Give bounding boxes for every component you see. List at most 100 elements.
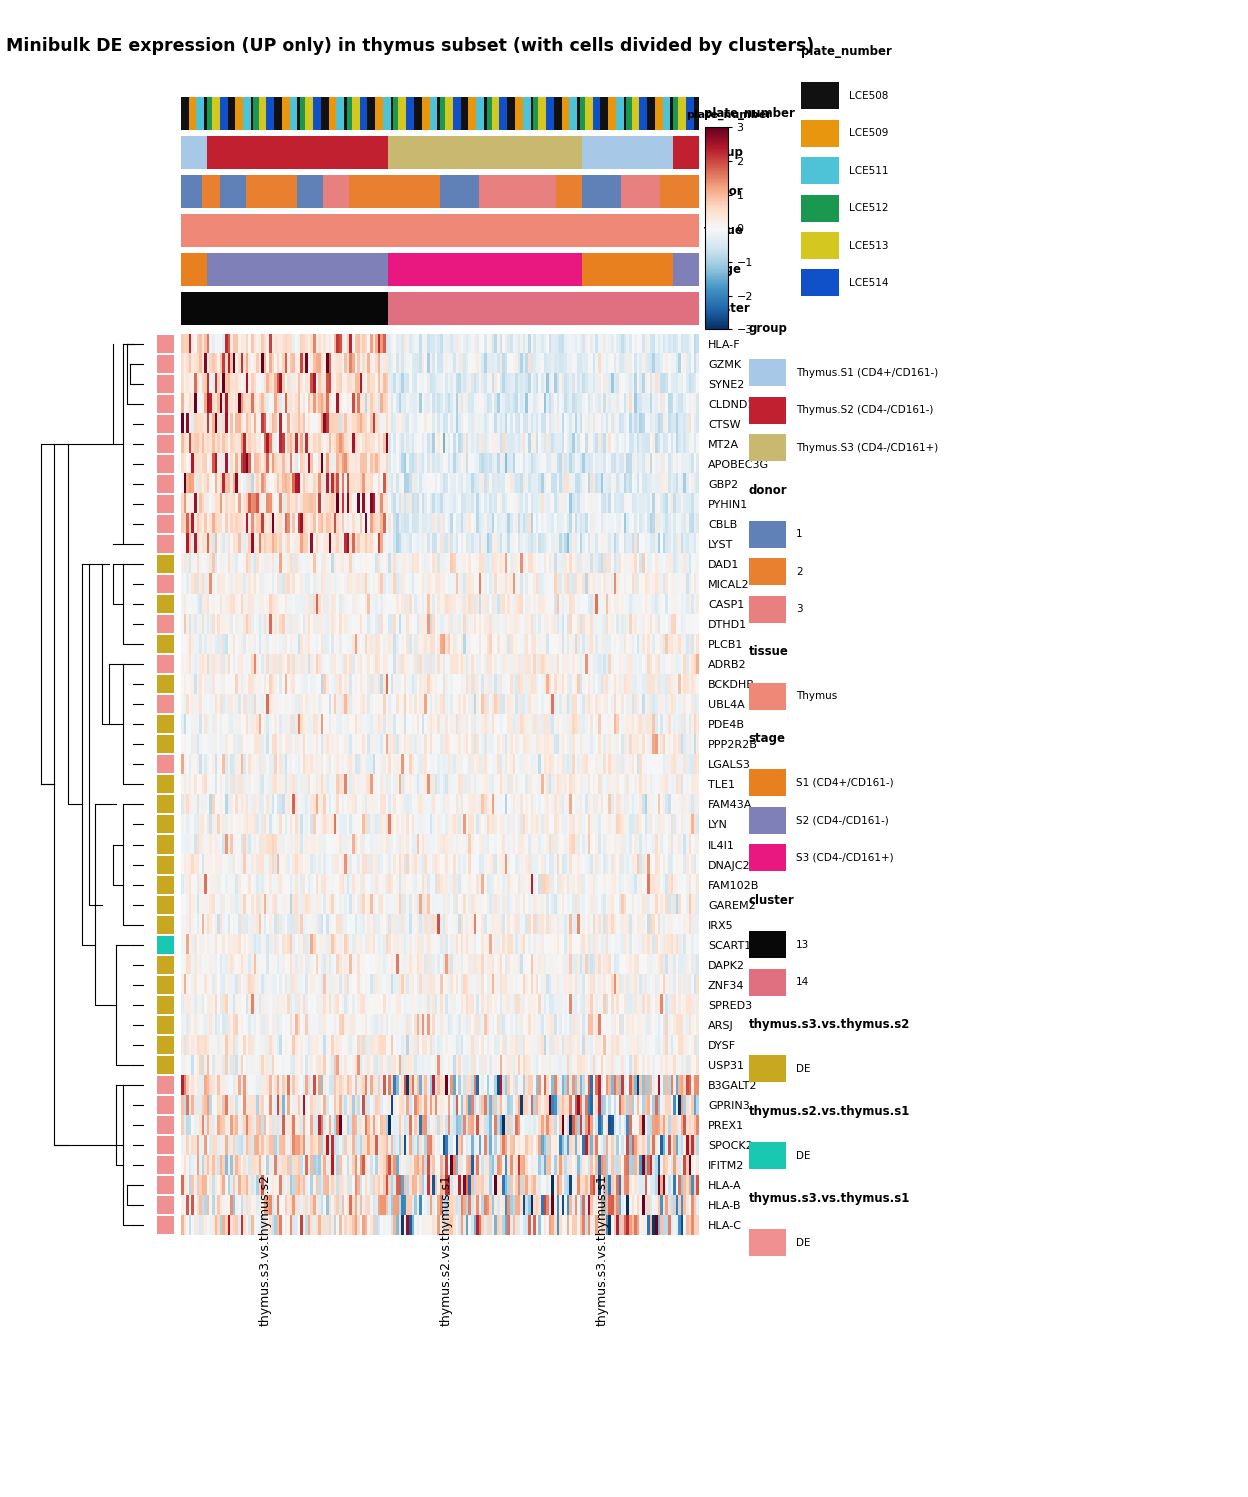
Bar: [622, 97, 624, 130]
Bar: [631, 136, 634, 169]
Bar: [362, 292, 364, 325]
Bar: [432, 97, 434, 130]
Bar: [290, 175, 292, 208]
Bar: [463, 214, 466, 247]
Bar: [562, 136, 564, 169]
Bar: [308, 175, 311, 208]
Bar: [499, 136, 502, 169]
Bar: [381, 97, 383, 130]
Bar: [639, 253, 641, 286]
Bar: [443, 214, 446, 247]
Bar: [157, 1096, 173, 1114]
Bar: [409, 253, 412, 286]
Bar: [409, 175, 412, 208]
Bar: [383, 214, 386, 247]
Bar: [359, 136, 362, 169]
Bar: [437, 175, 439, 208]
Bar: [605, 253, 608, 286]
Bar: [333, 292, 336, 325]
Bar: [287, 97, 290, 130]
Bar: [525, 175, 528, 208]
Bar: [510, 253, 513, 286]
Bar: [484, 97, 487, 130]
Bar: [157, 895, 173, 913]
Bar: [559, 175, 562, 208]
Bar: [388, 214, 391, 247]
Bar: [562, 214, 564, 247]
Bar: [497, 253, 499, 286]
Bar: [285, 214, 287, 247]
Bar: [422, 292, 424, 325]
Bar: [292, 214, 295, 247]
Bar: [417, 97, 419, 130]
Bar: [641, 214, 644, 247]
Bar: [684, 175, 686, 208]
Bar: [631, 253, 634, 286]
Bar: [212, 175, 215, 208]
Bar: [354, 214, 357, 247]
Bar: [188, 292, 191, 325]
Bar: [520, 214, 523, 247]
Bar: [409, 214, 412, 247]
Bar: [205, 292, 207, 325]
Bar: [678, 97, 680, 130]
Bar: [653, 136, 655, 169]
Bar: [364, 136, 367, 169]
Bar: [552, 175, 554, 208]
Bar: [691, 97, 694, 130]
Bar: [598, 253, 600, 286]
Bar: [684, 292, 686, 325]
Bar: [552, 97, 554, 130]
Bar: [650, 175, 653, 208]
Text: S1 (CD4+/CD161-): S1 (CD4+/CD161-): [796, 778, 894, 787]
Bar: [215, 292, 217, 325]
Bar: [477, 97, 479, 130]
Bar: [342, 253, 344, 286]
Bar: [326, 97, 328, 130]
Bar: [349, 97, 352, 130]
Bar: [479, 292, 482, 325]
Bar: [381, 214, 383, 247]
Bar: [520, 136, 523, 169]
Bar: [680, 214, 684, 247]
Bar: [535, 292, 538, 325]
Bar: [367, 175, 369, 208]
Bar: [432, 214, 434, 247]
Bar: [344, 214, 347, 247]
Bar: [530, 292, 533, 325]
Bar: [487, 175, 489, 208]
Bar: [362, 97, 364, 130]
Bar: [468, 136, 470, 169]
Bar: [439, 175, 443, 208]
Bar: [364, 97, 367, 130]
Bar: [458, 253, 461, 286]
Bar: [675, 253, 678, 286]
Bar: [515, 136, 518, 169]
Bar: [686, 253, 689, 286]
Bar: [196, 292, 200, 325]
Text: Thymus.S3 (CD4-/CD161+): Thymus.S3 (CD4-/CD161+): [796, 443, 938, 452]
Bar: [157, 1177, 173, 1195]
Bar: [359, 175, 362, 208]
Bar: [689, 253, 691, 286]
Text: thymus.s3.vs.thymus.s1: thymus.s3.vs.thymus.s1: [595, 1174, 608, 1326]
Bar: [373, 136, 376, 169]
Bar: [655, 214, 658, 247]
Bar: [196, 214, 200, 247]
Bar: [261, 175, 263, 208]
Bar: [316, 214, 318, 247]
Bar: [636, 175, 639, 208]
Bar: [456, 214, 458, 247]
Bar: [497, 97, 499, 130]
Bar: [316, 253, 318, 286]
Bar: [347, 97, 349, 130]
Bar: [328, 292, 331, 325]
Bar: [585, 136, 588, 169]
Bar: [510, 97, 513, 130]
Bar: [499, 97, 502, 130]
Bar: [181, 292, 183, 325]
Bar: [644, 97, 646, 130]
Bar: [473, 253, 477, 286]
Bar: [323, 214, 326, 247]
Bar: [650, 97, 653, 130]
